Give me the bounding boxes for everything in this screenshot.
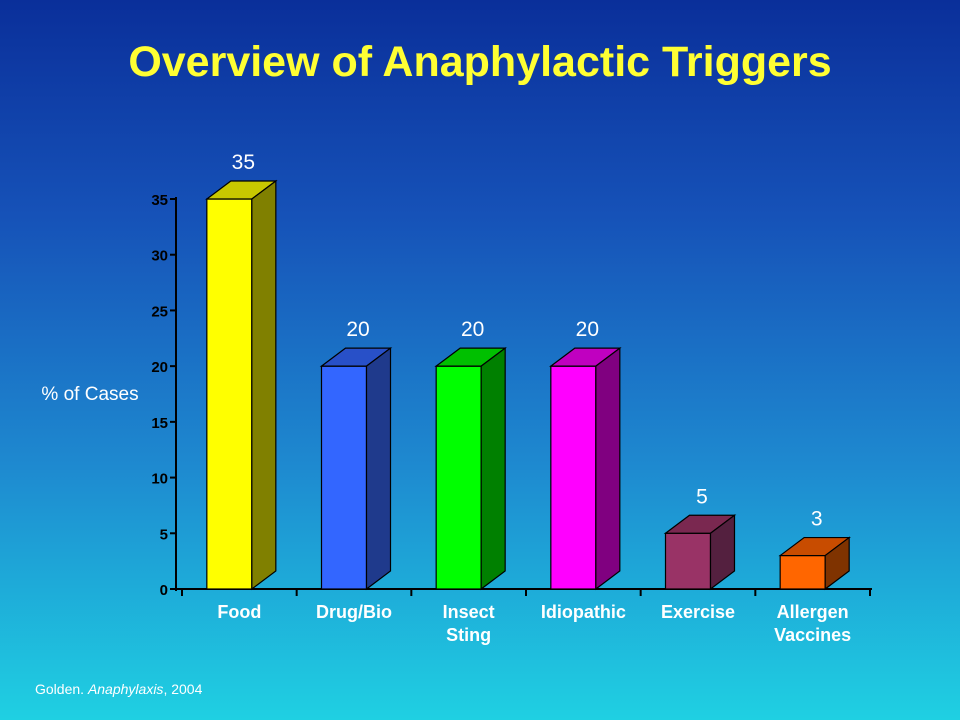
data-label: 20 xyxy=(346,318,369,341)
x-tick-label: Drug/Bio xyxy=(316,602,392,622)
source-citation: Golden. Anaphylaxis, 2004 xyxy=(35,681,202,697)
data-label: 35 xyxy=(232,151,255,174)
x-tick-label: Vaccines xyxy=(774,625,851,645)
bar-side xyxy=(595,346,621,591)
bar xyxy=(550,365,597,590)
y-axis-label: % of Cases xyxy=(41,384,138,405)
y-tick-label: 5 xyxy=(160,526,168,543)
bar-side xyxy=(365,346,392,591)
source-work: Anaphylaxis xyxy=(87,681,164,697)
y-tick-label: 0 xyxy=(160,582,168,599)
x-tick-label: Food xyxy=(217,602,261,622)
x-tick-label: Sting xyxy=(446,625,491,645)
bar-side xyxy=(480,346,506,591)
data-label: 3 xyxy=(811,508,823,531)
bar xyxy=(664,532,712,590)
x-tick-label: Insect xyxy=(443,602,495,622)
slide-title: Overview of Anaphylactic Triggers xyxy=(128,38,832,86)
y-tick-label: 20 xyxy=(151,359,168,376)
y-tick-label: 10 xyxy=(151,471,168,488)
data-label: 20 xyxy=(576,318,599,341)
y-tick-label: 15 xyxy=(151,415,168,432)
bar xyxy=(779,554,826,590)
x-tick-label: Exercise xyxy=(661,602,735,622)
bar xyxy=(320,365,368,590)
bar xyxy=(435,365,482,590)
x-tick-label: Idiopathic xyxy=(541,602,626,622)
y-tick-label: 30 xyxy=(151,248,168,265)
data-label: 20 xyxy=(461,318,484,341)
y-tick-label: 25 xyxy=(151,303,168,320)
data-label: 5 xyxy=(696,485,708,508)
bar-side xyxy=(824,536,850,591)
x-tick-label: Allergen xyxy=(777,602,849,622)
y-tick-label: 35 xyxy=(151,192,168,209)
bar-side xyxy=(251,179,277,591)
bar-side xyxy=(709,514,736,591)
bar xyxy=(206,198,253,590)
source-year: , 2004 xyxy=(163,681,203,697)
source-author: Golden. xyxy=(35,681,85,697)
